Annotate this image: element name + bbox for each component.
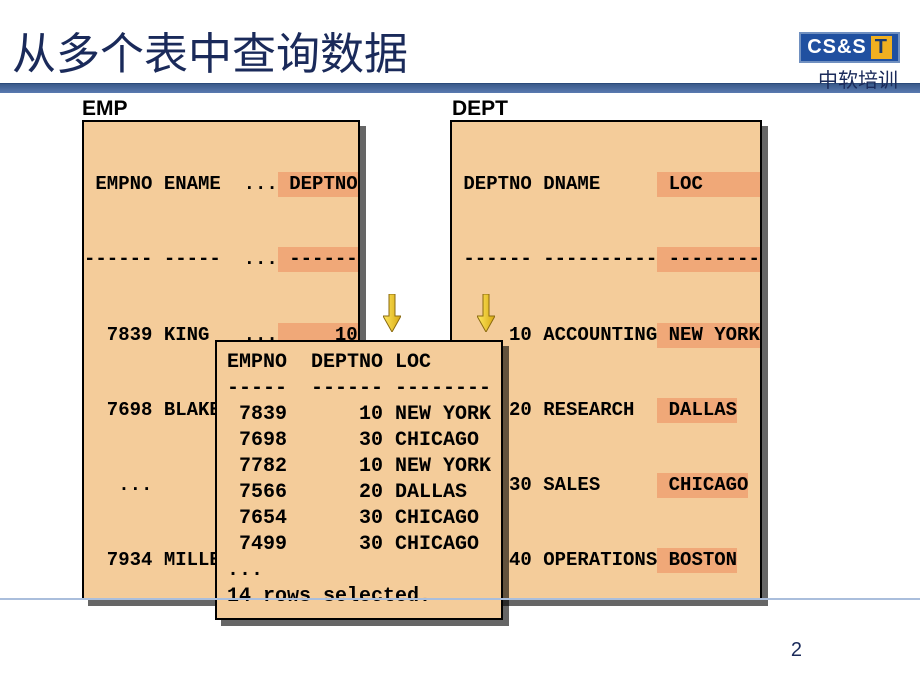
- dept-r1-right: NEW YORK: [657, 323, 760, 348]
- dept-r2-right: DALLAS: [657, 398, 737, 423]
- emp-sep-left: ------ ----- ...: [84, 247, 278, 272]
- header-band: [0, 83, 920, 93]
- dept-r4-right: BOSTON: [657, 548, 737, 573]
- emp-label: EMP: [82, 97, 128, 121]
- page-title: 从多个表中查询数据: [12, 18, 408, 82]
- dept-sep-left: ------ ----------: [452, 247, 657, 272]
- emp-r3-left: ...: [84, 473, 152, 498]
- footer-band: [0, 598, 920, 600]
- dept-label: DEPT: [452, 97, 508, 121]
- emp-sep-right: ------: [278, 247, 358, 272]
- result-table: EMPNO DEPTNO LOC ----- ------ -------- 7…: [215, 340, 503, 620]
- arrow-right-icon: [477, 294, 495, 332]
- dept-header-left: DEPTNO DNAME: [452, 172, 657, 197]
- emp-header-right: DEPTNO: [278, 172, 358, 197]
- dept-sep-right: --------: [657, 247, 760, 272]
- logo-subtitle: 中软培训: [818, 64, 898, 93]
- page-number: 2: [791, 639, 802, 662]
- dept-r3-right: CHICAGO: [657, 473, 748, 498]
- emp-header-left: EMPNO ENAME ...: [84, 172, 278, 197]
- logo-text: CS&S: [807, 36, 867, 59]
- logo-t: T: [871, 36, 892, 59]
- arrow-left-icon: [383, 294, 401, 332]
- dept-header-right: LOC: [657, 172, 760, 197]
- logo: CS&S T: [799, 32, 900, 63]
